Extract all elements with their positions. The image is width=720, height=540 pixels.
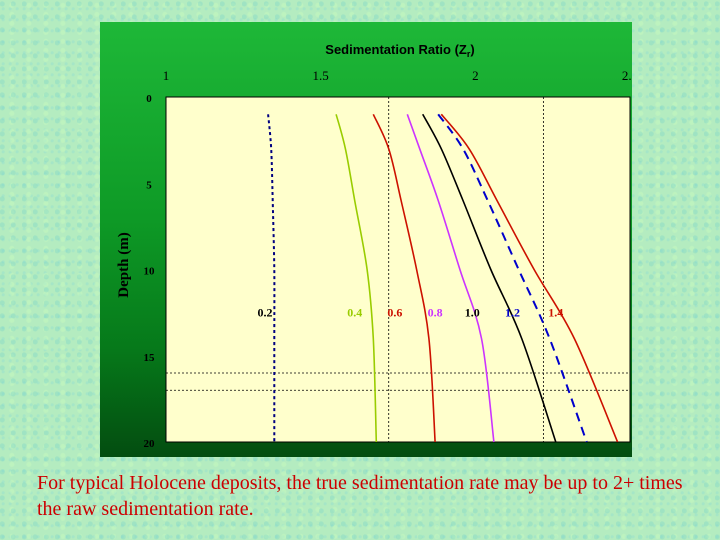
series-label-0.2: 0.2: [257, 306, 272, 320]
series-line-1.4: [440, 113, 619, 443]
plot-area: 1 1.5 2 2.5 0 5 10 15 20 0.2 0.4 0.6 0.8 1.0 1.2 1.4: [144, 68, 633, 450]
series-label-0.4: 0.4: [347, 306, 362, 320]
series-label-0.8: 0.8: [428, 306, 443, 320]
y-tick-label-4: 20: [144, 438, 156, 450]
x-tick-label-2: 2: [472, 68, 479, 83]
y-tick-label-1: 5: [146, 179, 152, 191]
chart-title-suffix: ): [470, 42, 474, 57]
plot-background: [165, 96, 631, 443]
chart-title-sub: r: [467, 49, 471, 59]
series-line-1.2: [437, 113, 588, 443]
series-line-0.6: [372, 113, 436, 443]
series-line-0.4: [335, 114, 378, 443]
y-tick-label-0: 0: [146, 93, 152, 105]
x-tick-label-1: 1.5: [313, 68, 329, 83]
chart-title-main: Sedimentation Ratio (Z: [325, 42, 467, 57]
series-label-0.6: 0.6: [387, 306, 402, 320]
series-line-0.8: [406, 114, 495, 443]
y-axis-label: Depth (m): [116, 232, 132, 297]
series-line-1.0: [421, 113, 557, 443]
series-label-1.4: 1.4: [548, 306, 563, 320]
x-tick-label-0: 1: [163, 68, 170, 83]
x-tick-label-3: 2.5: [622, 68, 632, 83]
series-label-1.2: 1.2: [505, 306, 520, 320]
chart-panel: Sedimentation Ratio (Zr) Depth (m) 1 1.5 2…: [100, 22, 632, 457]
series-label-1.0: 1.0: [465, 306, 480, 320]
sedimentation-chart: Sedimentation Ratio (Zr) Depth (m) 1 1.5 2…: [116, 42, 633, 450]
caption-text: For typical Holocene deposits, the true …: [37, 472, 683, 520]
chart-title: Sedimentation Ratio (Zr): [325, 42, 474, 59]
y-tick-label-2: 10: [144, 266, 156, 278]
y-tick-label-3: 15: [144, 352, 156, 364]
